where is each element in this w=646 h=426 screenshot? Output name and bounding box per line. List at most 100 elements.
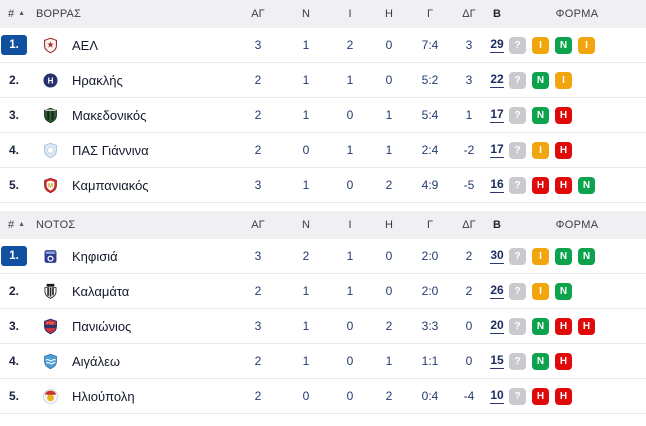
stat-goals: 7:4 <box>421 38 439 52</box>
stat-losses: 0 <box>385 284 393 298</box>
form-loss-badge[interactable]: Η <box>555 352 572 370</box>
table-row: 5. Ηλιούπολη 2 0 0 2 0:4 -4 10 ? Η Η <box>0 379 646 414</box>
form-win-badge[interactable]: Ν <box>555 282 572 300</box>
form-upcoming-badge[interactable]: ? <box>509 36 526 54</box>
stat-goals: 1:1 <box>421 354 439 368</box>
stat-draws: 0 <box>346 354 354 368</box>
points-cell: 15 <box>486 344 508 378</box>
team-name[interactable]: ΠΑΣ Γιάννινα <box>72 142 149 158</box>
form-loss-badge[interactable]: Η <box>555 317 572 335</box>
team-name[interactable]: Πανιώνιος <box>72 318 132 334</box>
rank-number: 3. <box>9 108 20 122</box>
form-loss-badge[interactable]: Η <box>555 141 572 159</box>
form-upcoming-badge[interactable]: ? <box>509 106 526 124</box>
table-row: 2. Η Ηρακλής 2 1 1 0 5:2 3 22 ? Ν Ι <box>0 63 646 98</box>
form-loss-badge[interactable]: Η <box>532 176 549 194</box>
form-upcoming-badge[interactable]: ? <box>509 282 526 300</box>
points-link[interactable]: 17 <box>490 142 504 158</box>
form-draw-badge[interactable]: Ι <box>555 71 572 89</box>
form-draw-badge[interactable]: Ι <box>532 141 549 159</box>
points-link[interactable]: 29 <box>490 37 504 53</box>
form-draw-badge[interactable]: Ι <box>532 247 549 265</box>
rank-number: 2. <box>9 284 20 298</box>
stat-draws: 1 <box>346 284 354 298</box>
form-win-badge[interactable]: Ν <box>532 71 549 89</box>
form-cell: ? Ν Η <box>508 344 646 378</box>
form-loss-badge[interactable]: Η <box>555 176 572 194</box>
form-win-badge[interactable]: Ν <box>555 36 572 54</box>
stat-wins: 1 <box>302 38 310 52</box>
form-cell: ? Η Η Ν <box>508 168 646 202</box>
stat-goal-diff: 1 <box>465 108 473 122</box>
form-upcoming-badge[interactable]: ? <box>509 71 526 89</box>
points-link[interactable]: 22 <box>490 72 504 88</box>
form-win-badge[interactable]: Ν <box>578 247 595 265</box>
team-name[interactable]: Ηρακλής <box>72 72 123 88</box>
table-header: # ▲ ΝΟΤΟΣ ΑΓ Ν Ι Η Γ ΔΓ Β ΦΟΡΜΑ <box>0 211 646 239</box>
stat-games: 3 <box>254 319 262 333</box>
form-upcoming-badge[interactable]: ? <box>509 247 526 265</box>
team-logo-cell <box>36 133 64 167</box>
form-upcoming-badge[interactable]: ? <box>509 141 526 159</box>
form-upcoming-badge[interactable]: ? <box>509 317 526 335</box>
form-draw-badge[interactable]: Ι <box>532 36 549 54</box>
points-link[interactable]: 30 <box>490 248 504 264</box>
form-loss-badge[interactable]: Η <box>578 317 595 335</box>
points-link[interactable]: 16 <box>490 177 504 193</box>
team-logo-cell <box>36 274 64 308</box>
stat-goals: 2:0 <box>421 284 439 298</box>
col-header-goal-diff: ΔΓ <box>462 219 476 231</box>
form-win-badge[interactable]: Ν <box>532 317 549 335</box>
stat-losses: 2 <box>385 319 393 333</box>
form-upcoming-badge[interactable]: ? <box>509 176 526 194</box>
col-header-losses: Η <box>385 8 393 20</box>
form-draw-badge[interactable]: Ι <box>578 36 595 54</box>
rank-sort-header[interactable]: # ▲ <box>0 211 36 239</box>
team-name[interactable]: Καλαμάτα <box>72 283 130 299</box>
col-header-wins: Ν <box>302 8 310 20</box>
form-loss-badge[interactable]: Η <box>555 106 572 124</box>
table-row: 3. Μακεδονικός 2 1 0 1 5:4 1 17 ? Ν Η <box>0 98 646 133</box>
iraklis-crest-icon: Η <box>42 72 59 89</box>
points-link[interactable]: 20 <box>490 318 504 334</box>
team-name[interactable]: Μακεδονικός <box>72 107 147 123</box>
form-win-badge[interactable]: Ν <box>578 176 595 194</box>
rank-cell: 1. <box>0 239 36 273</box>
form-draw-badge[interactable]: Ι <box>532 282 549 300</box>
points-link[interactable]: 15 <box>490 353 504 369</box>
form-win-badge[interactable]: Ν <box>555 247 572 265</box>
points-cell: 20 <box>486 309 508 343</box>
rank-cell: 3. <box>0 309 36 343</box>
points-cell: 10 <box>486 379 508 413</box>
rank-cell: 2. <box>0 63 36 97</box>
col-header-draws: Ι <box>348 219 352 231</box>
form-upcoming-badge[interactable]: ? <box>509 352 526 370</box>
form-loss-badge[interactable]: Η <box>555 387 572 405</box>
stat-games: 2 <box>254 354 262 368</box>
stat-goals: 0:4 <box>421 389 439 403</box>
team-name[interactable]: ΑΕΛ <box>72 37 99 53</box>
table-body: 1. Κηφισιά 3 2 1 0 2:0 2 30 ? Ι Ν Ν 2. Καλα… <box>0 239 646 414</box>
points-cell: 29 <box>486 28 508 62</box>
stat-losses: 0 <box>385 249 393 263</box>
team-name[interactable]: Αιγάλεω <box>72 353 121 369</box>
form-win-badge[interactable]: Ν <box>532 352 549 370</box>
stat-goal-diff: 3 <box>465 73 473 87</box>
sort-asc-icon: ▲ <box>18 9 26 17</box>
team-name[interactable]: Καμπανιακός <box>72 177 149 193</box>
form-upcoming-badge[interactable]: ? <box>509 387 526 405</box>
rank-sort-header[interactable]: # ▲ <box>0 0 36 28</box>
points-link[interactable]: 10 <box>490 388 504 404</box>
stat-wins: 1 <box>302 73 310 87</box>
stat-games: 3 <box>254 38 262 52</box>
rank-number: 3. <box>9 319 20 333</box>
points-link[interactable]: 17 <box>490 107 504 123</box>
points-link[interactable]: 26 <box>490 283 504 299</box>
col-header-points: Β <box>493 219 501 231</box>
form-cell: ? Ν Η <box>508 98 646 132</box>
team-name[interactable]: Κηφισιά <box>72 248 118 264</box>
rank-cell: 5. <box>0 379 36 413</box>
form-win-badge[interactable]: Ν <box>532 106 549 124</box>
team-name[interactable]: Ηλιούπολη <box>72 388 135 404</box>
form-loss-badge[interactable]: Η <box>532 387 549 405</box>
